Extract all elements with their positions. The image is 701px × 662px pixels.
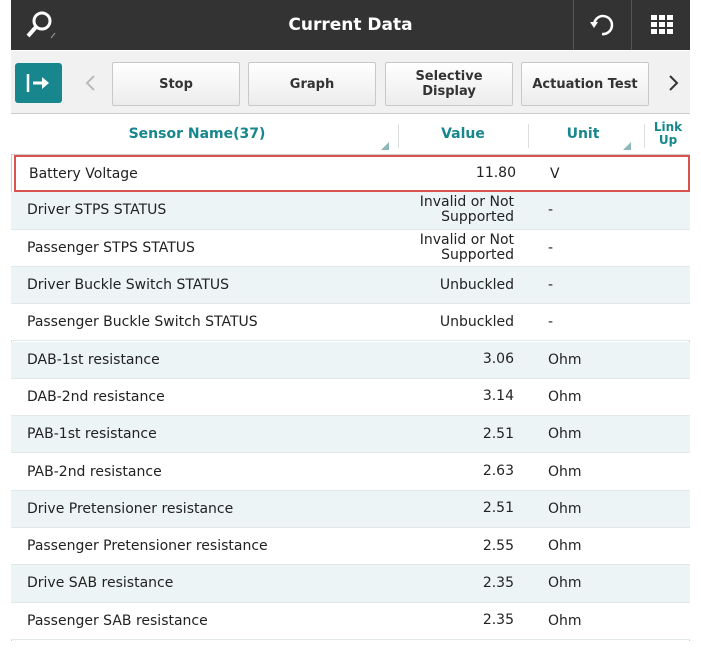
sensor-value: Invalid or Not Supported: [373, 230, 514, 266]
toolbar-button[interactable]: Selective Display: [385, 62, 513, 106]
sensor-unit: Ohm: [548, 612, 582, 629]
sensor-unit: Ohm: [548, 500, 582, 517]
value-text: 2.51: [482, 500, 514, 517]
toolbar: Stop Graph Selective Display Actuation Test: [11, 51, 690, 114]
header-text: Link Up: [653, 120, 683, 147]
scroll-right[interactable]: [665, 73, 681, 93]
sensor-unit: -: [548, 277, 554, 294]
table-row[interactable]: DAB-1st resistance 3.06 Ohm: [11, 341, 690, 379]
value-text: 2.51: [482, 425, 514, 442]
toolbar-button[interactable]: Graph: [248, 62, 376, 106]
table-row[interactable]: Drive SAB resistance 2.35 Ohm: [11, 565, 690, 603]
header-divider: [11, 154, 690, 155]
toolbar-button[interactable]: Stop: [112, 62, 240, 106]
value-text: 2.35: [482, 574, 514, 591]
sort-indicator[interactable]: [380, 141, 390, 151]
sensor-value: 2.63: [373, 453, 514, 489]
sensor-value: 3.06: [373, 342, 514, 378]
sensor-name: DAB-2nd resistance: [27, 388, 165, 405]
header-text: Value: [441, 126, 485, 142]
sensor-value: 11.80: [375, 157, 516, 190]
sensor-name: Drive SAB resistance: [27, 575, 174, 592]
header-separator: [644, 124, 645, 148]
table-row[interactable]: Passenger Pretensioner resistance 2.55 Ohm: [11, 528, 690, 566]
column-header-name[interactable]: Sensor Name(37): [11, 114, 383, 154]
sensor-name: Battery Voltage: [29, 165, 138, 182]
sort-indicator[interactable]: [622, 141, 632, 151]
sensor-name: Passenger Pretensioner resistance: [27, 538, 268, 555]
sensor-unit: Ohm: [548, 388, 582, 405]
table-row[interactable]: PAB-1st resistance 2.51 Ohm: [11, 416, 690, 454]
sensor-unit: -: [548, 314, 554, 331]
value-text: 2.63: [482, 463, 514, 480]
table-row[interactable]: Driver STPS STATUS Invalid or Not Support…: [11, 192, 690, 230]
column-header-link[interactable]: Link Up: [648, 114, 688, 154]
sensor-unit: Ohm: [548, 538, 582, 555]
table-row[interactable]: Drive Pretensioner resistance 2.51 Ohm: [11, 490, 690, 528]
value-text: Invalid or Not Supported: [419, 231, 514, 263]
table-row[interactable]: DAB-2nd resistance 3.14 Ohm: [11, 378, 690, 417]
sensor-value: 2.51: [373, 491, 514, 527]
header-separator: [398, 124, 399, 148]
sensor-value: 2.35: [373, 603, 514, 639]
sensor-name: Passenger SAB resistance: [27, 612, 208, 629]
table-row[interactable]: Passenger STPS STATUS Invalid or Not Supp…: [11, 229, 690, 267]
sensor-value: 2.35: [373, 565, 514, 601]
sensor-value: Unbuckled: [373, 304, 514, 340]
sensor-name: PAB-1st resistance: [27, 426, 157, 443]
sensor-name: Passenger Buckle Switch STATUS: [27, 314, 258, 331]
sensor-value: Invalid or Not Supported: [373, 192, 514, 228]
table-row[interactable]: Battery Voltage 11.80 V: [14, 155, 690, 193]
value-text: 2.35: [482, 612, 514, 629]
value-text: 3.14: [482, 388, 514, 405]
value-text: Unbuckled: [439, 276, 514, 293]
sensor-unit: Ohm: [548, 426, 582, 443]
sensor-value: Unbuckled: [373, 267, 514, 303]
value-text: 2.55: [482, 537, 514, 554]
header-text: Sensor Name(37): [128, 126, 266, 142]
sensor-name: Drive Pretensioner resistance: [27, 500, 234, 517]
refresh-button[interactable]: [573, 0, 630, 50]
scroll-left[interactable]: [83, 73, 99, 93]
sensor-value: 2.55: [373, 528, 514, 564]
top-bar: Current Data: [11, 0, 690, 50]
header-text: Unit: [566, 126, 600, 142]
sensor-unit: -: [548, 239, 554, 256]
sensor-value: 3.14: [373, 379, 514, 415]
table-row[interactable]: Passenger SAB resistance 2.35 Ohm: [11, 602, 690, 640]
exit-button[interactable]: [15, 63, 62, 103]
sensor-name: PAB-2nd resistance: [27, 463, 162, 480]
column-header-unit[interactable]: Unit: [528, 114, 638, 154]
table-row[interactable]: Driver Buckle Switch STATUS Unbuckled -: [11, 266, 690, 305]
search-icon[interactable]: [25, 10, 65, 42]
value-text: Unbuckled: [439, 313, 514, 330]
table-row[interactable]: Passenger Buckle Switch STATUS Unbuckled -: [11, 304, 690, 342]
table-row[interactable]: PAB-2nd resistance 2.63 Ohm: [11, 453, 690, 491]
screen-title: Current Data: [288, 15, 413, 35]
value-text: 11.80: [475, 165, 516, 182]
header-separator: [528, 124, 529, 148]
sensor-name: Driver STPS STATUS: [27, 202, 167, 219]
sensor-name: DAB-1st resistance: [27, 351, 160, 368]
sensor-unit: -: [548, 202, 554, 219]
menu-grid-button[interactable]: [631, 0, 691, 50]
sensor-unit: Ohm: [548, 463, 582, 480]
value-text: Invalid or Not Supported: [419, 194, 514, 226]
sensor-value: 2.51: [373, 416, 514, 452]
toolbar-button[interactable]: Actuation Test: [521, 62, 649, 106]
sensor-unit: Ohm: [548, 575, 582, 592]
sensor-unit: Ohm: [548, 351, 582, 368]
sensor-name: Driver Buckle Switch STATUS: [27, 277, 230, 294]
sensor-name: Passenger STPS STATUS: [27, 239, 195, 256]
sensor-unit: V: [550, 165, 560, 182]
value-text: 3.06: [482, 351, 514, 368]
column-header-value[interactable]: Value: [398, 114, 528, 154]
